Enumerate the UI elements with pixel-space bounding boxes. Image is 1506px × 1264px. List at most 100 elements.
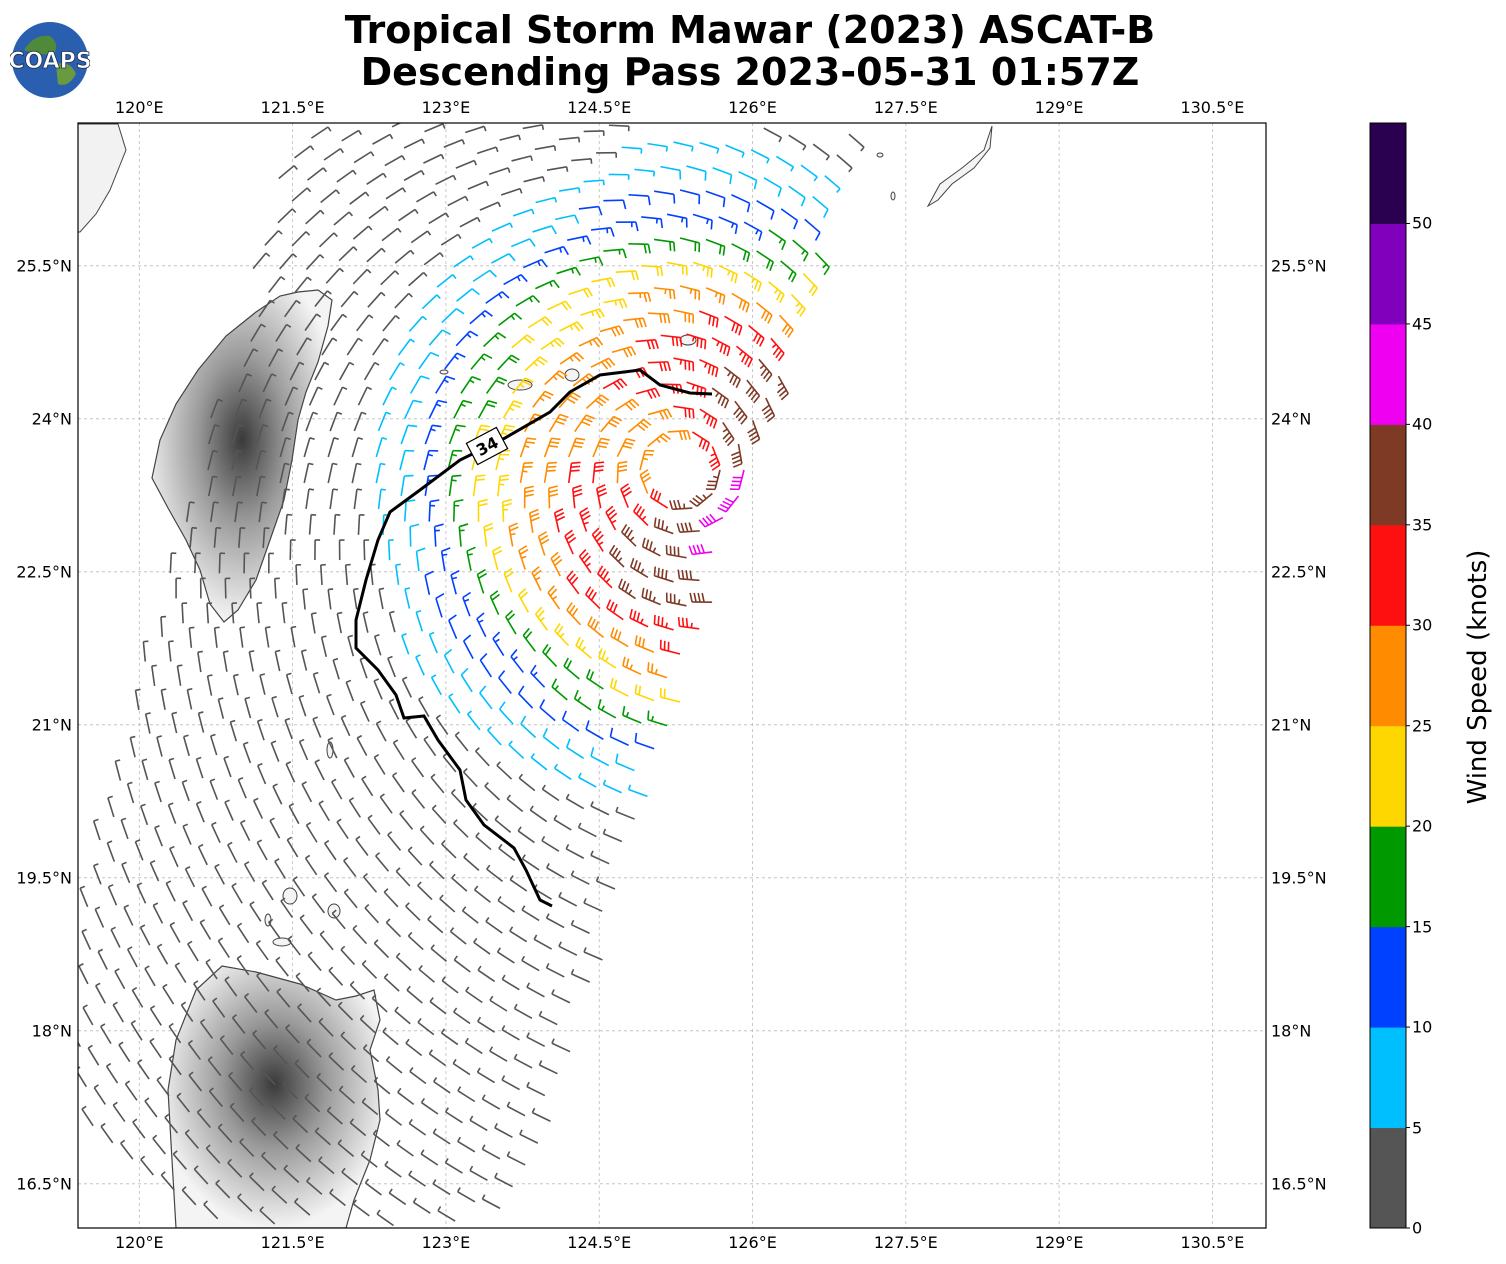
wind-barb (314, 759, 325, 781)
wind-barb (418, 964, 435, 983)
wind-barb (361, 775, 374, 797)
wind-barb (151, 664, 157, 686)
lon-tick-label-bottom: 124.5°E (567, 1233, 632, 1252)
wind-barb (418, 696, 430, 717)
lon-tick-label-top: 123°E (421, 98, 471, 117)
wind-barb (677, 569, 700, 582)
wind-barb (106, 840, 116, 862)
wind-barb (285, 1024, 300, 1044)
colorbar-segment (1370, 1127, 1406, 1229)
wind-barb (573, 689, 592, 711)
wind-barb (347, 634, 355, 657)
wind-barb (460, 375, 481, 394)
wind-barb (305, 209, 325, 225)
wind-barb (627, 418, 652, 433)
wind-barb (208, 1087, 223, 1108)
wind-barb (616, 437, 636, 458)
wind-barb (403, 499, 416, 522)
svg-text:COAPS: COAPS (10, 49, 90, 74)
wind-barb (618, 578, 636, 600)
wind-barb (490, 252, 516, 264)
wind-barb (240, 1050, 255, 1071)
wind-barb (160, 1171, 175, 1191)
wind-barb (323, 147, 345, 161)
wind-barb (679, 285, 701, 301)
wind-barb (495, 449, 511, 471)
wind-barb (285, 672, 293, 695)
wind-barb (566, 570, 580, 595)
wind-barb (273, 577, 280, 599)
wind-barb (320, 189, 340, 204)
wind-barb (372, 1129, 390, 1147)
wind-barb (207, 424, 220, 445)
wind-barb (307, 951, 322, 972)
wind-barb (231, 602, 238, 624)
wind-barb (284, 717, 293, 740)
wind-barb (567, 461, 581, 484)
coaps-logo: COAPS (8, 20, 92, 100)
wind-barb (184, 866, 196, 888)
wind-barb (686, 381, 707, 398)
wind-barb (357, 386, 372, 406)
wind-barb (421, 294, 441, 310)
wind-barb (295, 1143, 312, 1163)
wind-barb (550, 551, 563, 577)
wind-barb (395, 952, 412, 971)
wind-barb (824, 175, 841, 194)
wind-barb (775, 155, 795, 172)
colorbar-segment (1370, 424, 1406, 526)
wind-barb (360, 1150, 378, 1168)
wind-barb (356, 734, 368, 757)
wind-barb (268, 918, 281, 940)
wind-barb (513, 1003, 533, 1020)
wind-barb (399, 810, 414, 830)
wind-barb (673, 141, 694, 152)
wind-barb (578, 549, 592, 574)
lon-tick-label-top: 120°E (114, 98, 164, 117)
wind-barb (256, 718, 265, 741)
wind-barb (440, 233, 462, 246)
wind-barb (256, 971, 270, 992)
wind-barb (112, 1101, 126, 1123)
wind-barb (571, 158, 593, 164)
wind-barb (539, 699, 556, 722)
wind-barb (294, 276, 312, 294)
wind-barb (492, 631, 505, 656)
wind-barb (466, 546, 476, 571)
wind-barb (362, 873, 378, 893)
wind-barb (289, 539, 296, 560)
wind-barb (140, 1155, 154, 1176)
wind-barb (465, 986, 483, 1004)
wind-barb (428, 631, 438, 654)
wind-barb (591, 277, 616, 288)
wind-barb (521, 905, 540, 922)
wind-barb (453, 255, 474, 268)
wind-barb (622, 706, 642, 724)
wind-barb (545, 863, 565, 879)
wind-barb (698, 310, 719, 328)
wind-barb (602, 828, 623, 843)
wind-barb (392, 739, 405, 761)
wind-barb (272, 783, 283, 805)
wind-barb (448, 614, 458, 640)
wind-barb (324, 839, 337, 861)
wind-barb (559, 187, 581, 193)
wind-barb (634, 732, 655, 750)
wind-barb (456, 288, 480, 302)
wind-barb (628, 193, 651, 206)
wind-barb (291, 231, 311, 247)
wind-barb (188, 626, 195, 648)
wind-barb (418, 351, 440, 370)
wind-barb (410, 230, 432, 244)
wind-barb (653, 566, 674, 583)
lon-tick-label-top: 124.5°E (567, 98, 632, 117)
wind-barb (238, 527, 246, 548)
wind-barb (203, 1200, 219, 1220)
wind-barb (352, 587, 359, 610)
lon-tick-label-bottom: 127.5°E (873, 1233, 938, 1252)
wind-barb (615, 270, 640, 281)
wind-barb (100, 1122, 114, 1144)
wind-barb (415, 654, 425, 676)
wind-barb (457, 1086, 476, 1103)
wind-barb (152, 902, 164, 924)
